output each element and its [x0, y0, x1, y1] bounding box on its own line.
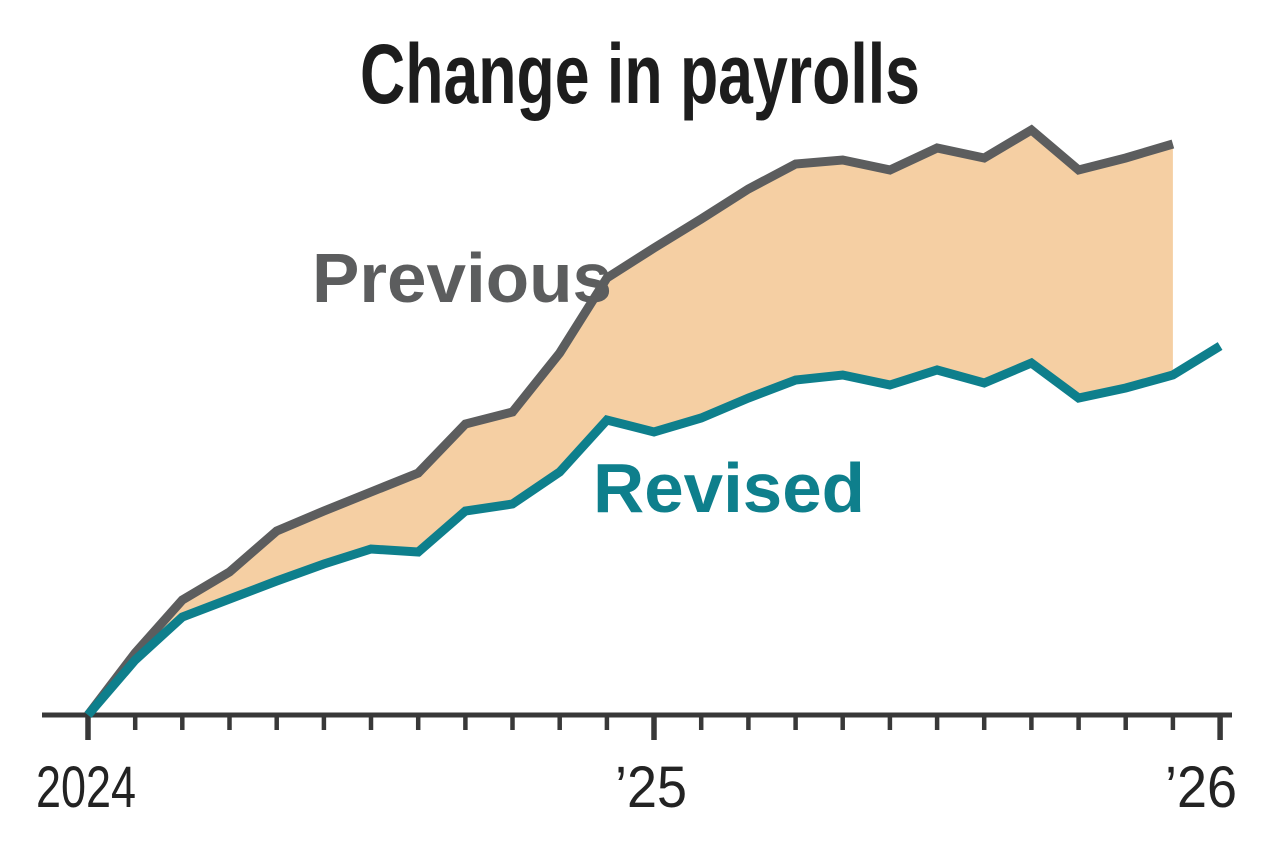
- previous-series-label: Previous: [312, 239, 612, 317]
- x-axis: [42, 712, 1232, 740]
- previous-line: [84, 124, 1175, 718]
- x-axis-labels: 2024 ’25 ’26: [36, 755, 1237, 820]
- x-tick-label-26: ’26: [1165, 755, 1237, 820]
- chart-title: Change in payrolls: [360, 27, 920, 121]
- revised-series-label: Revised: [593, 449, 865, 527]
- x-tick-label-2024: 2024: [36, 755, 136, 820]
- x-tick-label-25: ’25: [615, 755, 687, 820]
- x-axis-ticks: [85, 717, 1223, 740]
- revised-line: [84, 342, 1223, 718]
